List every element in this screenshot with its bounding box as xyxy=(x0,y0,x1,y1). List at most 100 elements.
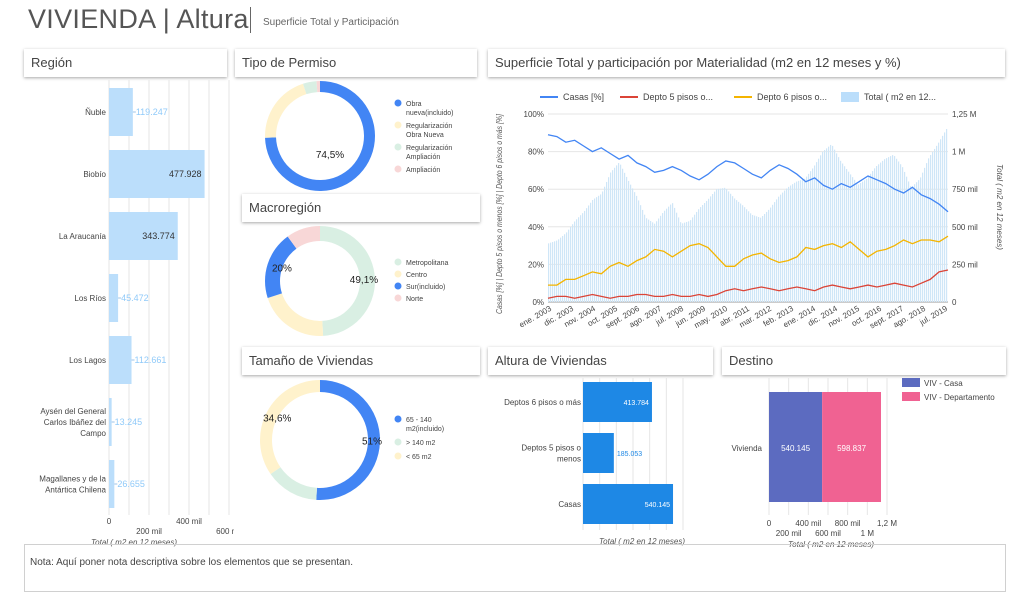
superficie-total-bar xyxy=(560,237,562,302)
superficie-total-bar xyxy=(696,211,698,302)
superficie-total-bar xyxy=(900,164,902,302)
superficie-y-left-tick: 60% xyxy=(528,185,544,194)
donut-slice xyxy=(320,226,376,336)
superficie-total-bar xyxy=(686,221,688,302)
destino-bar-segment xyxy=(822,392,881,502)
altura-bar xyxy=(583,433,614,473)
superficie-total-bar xyxy=(708,198,710,302)
superficie-total-bar xyxy=(750,213,752,302)
superficie-total-bar xyxy=(924,167,926,302)
page-subtitle: Superficie Total y Participación xyxy=(263,17,399,28)
superficie-total-bar xyxy=(790,185,792,302)
legend-swatch xyxy=(394,258,402,266)
superficie-total-bar xyxy=(884,159,886,302)
superficie-total-bar xyxy=(662,213,664,302)
superficie-total-bar xyxy=(744,207,746,302)
legend-label: Obra Nueva xyxy=(406,132,444,139)
region-bar xyxy=(109,398,112,446)
superficie-total-bar xyxy=(604,186,606,302)
superficie-total-bar xyxy=(832,145,834,302)
region-value-label: 119.247 xyxy=(136,107,168,117)
tamano-slice-label: 51% xyxy=(362,436,382,447)
superficie-total-bar xyxy=(890,156,892,302)
superficie-total-bar xyxy=(562,235,564,302)
region-panel-header: Región xyxy=(24,49,227,77)
superficie-total-bar xyxy=(550,242,552,302)
permiso-center-label: 74,5% xyxy=(316,150,344,161)
superficie-total-bar xyxy=(640,205,642,302)
legend-swatch xyxy=(394,165,402,173)
superficie-total-bar xyxy=(764,213,766,302)
superficie-total-bar xyxy=(882,160,884,302)
superficie-total-bar xyxy=(896,158,898,302)
legend-label: Regularización xyxy=(406,123,452,130)
region-value-label: 13.245 xyxy=(115,417,143,427)
superficie-total-bar xyxy=(676,212,678,302)
superficie-total-bar xyxy=(602,191,604,302)
superficie-total-bar xyxy=(850,174,852,302)
superficie-total-bar xyxy=(946,129,948,302)
region-x-tick: 400 mil xyxy=(176,517,202,526)
superficie-total-bar xyxy=(592,200,594,302)
superficie-total-bar xyxy=(664,210,666,302)
casas-line xyxy=(547,134,949,213)
legend-label: Regularización xyxy=(406,145,452,152)
depto5-line xyxy=(547,269,949,299)
superficie-total-bar xyxy=(642,209,644,302)
superficie-total-bar xyxy=(808,173,810,302)
destino-value-label: 540.145 xyxy=(781,444,810,453)
superficie-total-bar xyxy=(760,217,762,302)
superficie-total-bar xyxy=(568,229,570,302)
superficie-total-bar xyxy=(794,182,796,302)
superficie-total-bar xyxy=(628,180,630,302)
region-category-label: Antártica Chilena xyxy=(45,486,106,495)
superficie-total-bar xyxy=(610,172,612,302)
superficie-total-bar xyxy=(824,150,826,302)
donut-slice xyxy=(316,81,320,93)
superficie-total-bar xyxy=(804,178,806,302)
region-x-tick: 0 xyxy=(107,517,112,526)
superficie-y-right-tick: 250 mil xyxy=(952,260,978,269)
destino-legend-label: VIV - Casa xyxy=(924,379,963,388)
note-text: Nota: Aquí poner nota descriptiva sobre … xyxy=(30,557,353,568)
superficie-total-bar xyxy=(578,217,580,302)
superficie-total-bar xyxy=(756,216,758,302)
permiso-donut-chart: 74,5% Obra nueva(incluido) Regularización O… xyxy=(265,81,453,191)
region-bar xyxy=(109,274,119,322)
region-value-label: 477.928 xyxy=(169,169,202,179)
superficie-total-bar xyxy=(688,221,690,302)
superficie-total-bar xyxy=(698,209,700,302)
superficie-total-bar xyxy=(706,200,708,302)
superficie-total-bar xyxy=(874,168,876,302)
altura-bar-chart: 413.784 185.053 540.145 Deptos 6 pisos o m… xyxy=(504,378,685,546)
superficie-total-bar xyxy=(892,155,894,302)
altura-value-label: 540.145 xyxy=(645,502,670,509)
altura-bar xyxy=(583,484,674,524)
superficie-total-bar xyxy=(742,205,744,302)
destino-legend-label: VIV - Departamento xyxy=(924,393,995,402)
superficie-total-bar xyxy=(828,146,830,302)
superficie-total-bar xyxy=(862,181,864,302)
superficie-total-bar xyxy=(670,204,672,302)
superficie-total-bar xyxy=(776,199,778,302)
superficie-total-bar xyxy=(906,176,908,302)
superficie-total-bar xyxy=(816,162,818,302)
superficie-total-bar xyxy=(584,210,586,302)
region-x-axis-label: Total ( m2 en 12 meses) xyxy=(91,538,177,547)
superficie-total-bar xyxy=(716,189,718,302)
superficie-total-bar xyxy=(726,189,728,302)
superficie-total-bar xyxy=(800,180,802,302)
superficie-total-bar xyxy=(650,220,652,302)
destino-legend-swatch xyxy=(902,378,920,387)
destino-x-tick: 600 mil xyxy=(815,529,841,538)
region-value-label: 112.661 xyxy=(135,355,167,365)
superficie-total-bar xyxy=(826,148,828,302)
legend-label: Centro xyxy=(406,272,427,279)
altura-category-label: menos xyxy=(557,455,581,464)
superficie-total-bar xyxy=(944,132,946,302)
superficie-total-bar xyxy=(622,168,624,302)
superficie-total-bar xyxy=(870,173,872,302)
superficie-total-bar xyxy=(636,195,638,302)
superficie-total-bar xyxy=(864,180,866,302)
superficie-total-bar xyxy=(880,162,882,302)
